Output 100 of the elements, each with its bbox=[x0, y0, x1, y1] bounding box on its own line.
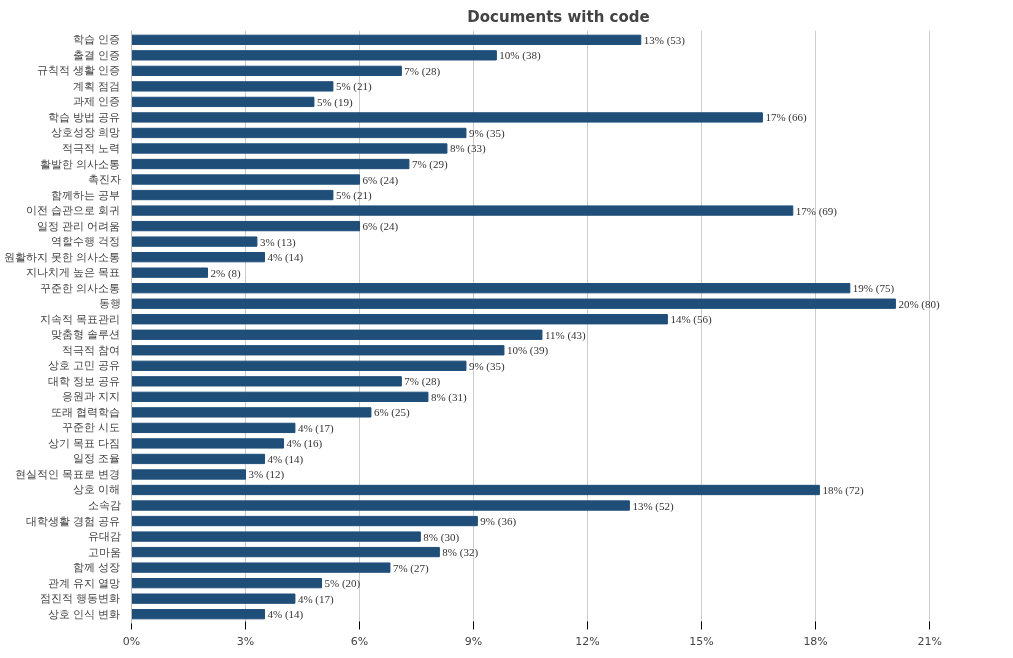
bar bbox=[131, 609, 266, 620]
bar bbox=[131, 50, 497, 61]
y-tick-label: 동행 bbox=[98, 297, 121, 311]
x-tick-label: 21% bbox=[917, 634, 942, 648]
data-label: 5% (21) bbox=[335, 189, 373, 203]
x-tick-label: 3% bbox=[236, 634, 255, 648]
data-label: 3% (12) bbox=[248, 468, 285, 482]
y-tick-label: 대학생활 경험 공유 bbox=[25, 514, 121, 528]
y-tick-label: 또래 협력학습 bbox=[51, 405, 121, 419]
bar bbox=[131, 360, 467, 371]
y-tick-label: 규칙적 생활 인증 bbox=[36, 64, 121, 78]
y-tick-label: 관계 유지 열망 bbox=[47, 576, 121, 590]
bar bbox=[131, 546, 440, 558]
chart-title: Documents with code bbox=[467, 7, 650, 26]
data-label: 7% (27) bbox=[392, 561, 430, 575]
y-tick-label: 일정 조율 bbox=[73, 452, 121, 466]
bar bbox=[131, 34, 642, 45]
data-label: 9% (35) bbox=[468, 126, 506, 140]
bar bbox=[131, 267, 209, 278]
bar bbox=[131, 96, 315, 108]
bar bbox=[131, 127, 467, 139]
y-tick-label: 현실적인 목표로 변경 bbox=[14, 467, 121, 481]
data-label: 8% (31) bbox=[430, 390, 468, 404]
data-label: 2% (8) bbox=[210, 266, 242, 280]
bar bbox=[131, 422, 296, 434]
bar bbox=[131, 158, 410, 170]
data-label: 8% (32) bbox=[442, 546, 479, 560]
bar bbox=[131, 236, 258, 247]
y-tick-label: 상기 목표 다짐 bbox=[47, 436, 121, 450]
y-tick-label: 학습 방법 공유 bbox=[47, 110, 121, 124]
data-label: 4% (14) bbox=[267, 251, 304, 265]
data-label: 13% (53) bbox=[643, 33, 686, 47]
data-label: 4% (17) bbox=[297, 421, 334, 435]
bar bbox=[131, 329, 543, 340]
data-label: 9% (35) bbox=[468, 359, 506, 373]
y-tick-label: 상호 인식 변화 bbox=[47, 607, 121, 621]
bar bbox=[131, 345, 505, 356]
y-tick-label: 이전 습관으로 회귀 bbox=[25, 204, 121, 218]
data-label: 13% (52) bbox=[632, 499, 674, 513]
data-label: 14% (56) bbox=[670, 313, 712, 327]
bar bbox=[131, 500, 630, 511]
bar bbox=[131, 531, 421, 542]
bar bbox=[131, 220, 361, 232]
y-tick-label: 유대감 bbox=[87, 530, 121, 544]
bar bbox=[131, 112, 763, 123]
y-tick-label: 맞춤형 솔루션 bbox=[51, 328, 121, 342]
y-tick-label: 꾸준한 시도 bbox=[62, 421, 121, 435]
y-tick-label: 촉진자 bbox=[87, 173, 121, 187]
data-label: 5% (19) bbox=[316, 95, 354, 109]
bar bbox=[131, 189, 334, 201]
data-label: 17% (69) bbox=[795, 204, 838, 218]
data-label: 17% (66) bbox=[765, 111, 807, 125]
y-tick-label: 상호 고민 공유 bbox=[47, 359, 121, 373]
bar bbox=[131, 391, 429, 403]
bar bbox=[131, 438, 285, 449]
data-label: 9% (36) bbox=[480, 515, 517, 529]
data-label: 4% (17) bbox=[297, 592, 334, 606]
bar bbox=[131, 298, 896, 309]
y-tick-label: 함께하는 공부 bbox=[51, 188, 121, 202]
data-label: 8% (30) bbox=[423, 530, 460, 544]
data-label: 6% (25) bbox=[373, 406, 411, 420]
y-tick-label: 함께 성장 bbox=[73, 561, 121, 575]
bar bbox=[131, 484, 820, 496]
data-label: 18% (72) bbox=[822, 484, 864, 497]
data-label: 6% (24) bbox=[362, 173, 399, 187]
y-tick-label: 계획 점검 bbox=[73, 79, 121, 93]
y-tick-label: 과제 인증 bbox=[73, 95, 121, 109]
data-label: 4% (14) bbox=[267, 608, 304, 622]
data-label: 11% (43) bbox=[544, 328, 587, 342]
y-tick-label: 대학 정보 공유 bbox=[47, 374, 121, 388]
y-tick-label: 활발한 의사소통 bbox=[40, 157, 121, 171]
y-tick-label: 상호 이해 bbox=[73, 483, 121, 497]
bar bbox=[131, 251, 266, 263]
bar bbox=[131, 143, 448, 154]
bar bbox=[131, 407, 372, 418]
data-label: 5% (21) bbox=[335, 80, 373, 94]
y-tick-label: 지속적 목표관리 bbox=[40, 312, 121, 326]
bar bbox=[131, 376, 402, 387]
y-tick-label: 역할수행 걱정 bbox=[51, 235, 121, 249]
bar bbox=[131, 314, 668, 325]
data-label: 7% (29) bbox=[411, 158, 449, 171]
y-tick-label: 소속감 bbox=[87, 499, 121, 513]
data-label: 20% (80) bbox=[898, 297, 940, 311]
bar bbox=[131, 562, 391, 573]
data-label: 8% (33) bbox=[449, 142, 487, 156]
x-tick-label: 18% bbox=[803, 634, 828, 648]
y-tick-label: 적극적 노력 bbox=[62, 141, 121, 155]
bar bbox=[131, 81, 334, 92]
bar bbox=[131, 205, 794, 216]
bar bbox=[131, 469, 247, 480]
data-label: 19% (75) bbox=[852, 282, 895, 296]
x-tick-label: 15% bbox=[689, 634, 714, 648]
y-tick-label: 적극적 참여 bbox=[62, 343, 121, 357]
y-tick-label: 학습 인증 bbox=[73, 33, 121, 47]
bar bbox=[131, 283, 851, 294]
data-label: 10% (39) bbox=[506, 344, 549, 358]
data-label: 4% (16) bbox=[286, 437, 323, 451]
x-tick-label: 12% bbox=[575, 634, 600, 648]
bar bbox=[131, 65, 402, 77]
y-tick-label: 일정 관리 어려움 bbox=[36, 219, 121, 233]
